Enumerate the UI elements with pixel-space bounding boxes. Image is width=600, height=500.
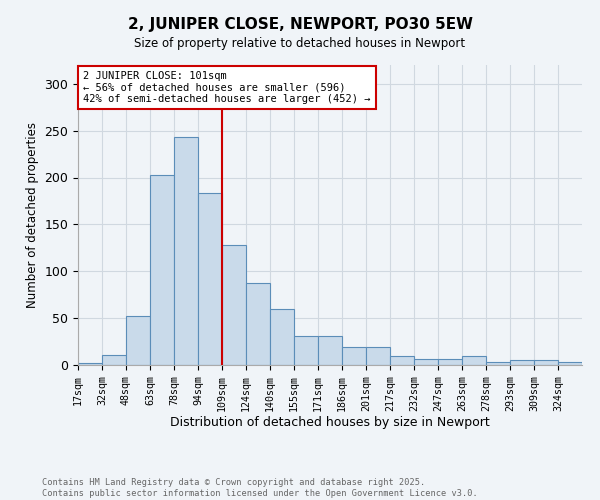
Bar xyxy=(198,194,222,365)
Bar xyxy=(414,360,438,365)
Bar xyxy=(270,308,294,365)
Bar xyxy=(390,356,414,365)
Text: 2, JUNIPER CLOSE, NEWPORT, PO30 5EW: 2, JUNIPER CLOSE, NEWPORT, PO30 5EW xyxy=(128,18,473,32)
X-axis label: Distribution of detached houses by size in Newport: Distribution of detached houses by size … xyxy=(170,416,490,430)
Text: Size of property relative to detached houses in Newport: Size of property relative to detached ho… xyxy=(134,38,466,51)
Bar xyxy=(246,282,270,365)
Bar xyxy=(294,336,318,365)
Bar xyxy=(150,174,174,365)
Bar xyxy=(486,362,510,365)
Text: Contains HM Land Registry data © Crown copyright and database right 2025.
Contai: Contains HM Land Registry data © Crown c… xyxy=(42,478,478,498)
Bar xyxy=(438,360,462,365)
Text: 2 JUNIPER CLOSE: 101sqm
← 56% of detached houses are smaller (596)
42% of semi-d: 2 JUNIPER CLOSE: 101sqm ← 56% of detache… xyxy=(83,71,371,104)
Bar xyxy=(558,362,582,365)
Bar xyxy=(78,363,102,365)
Bar xyxy=(462,356,486,365)
Bar xyxy=(366,347,390,365)
Bar xyxy=(342,347,366,365)
Bar xyxy=(174,137,198,365)
Bar xyxy=(102,354,126,365)
Bar xyxy=(318,336,342,365)
Bar xyxy=(534,360,558,365)
Y-axis label: Number of detached properties: Number of detached properties xyxy=(26,122,39,308)
Bar xyxy=(510,360,534,365)
Bar xyxy=(222,245,246,365)
Bar xyxy=(126,316,150,365)
